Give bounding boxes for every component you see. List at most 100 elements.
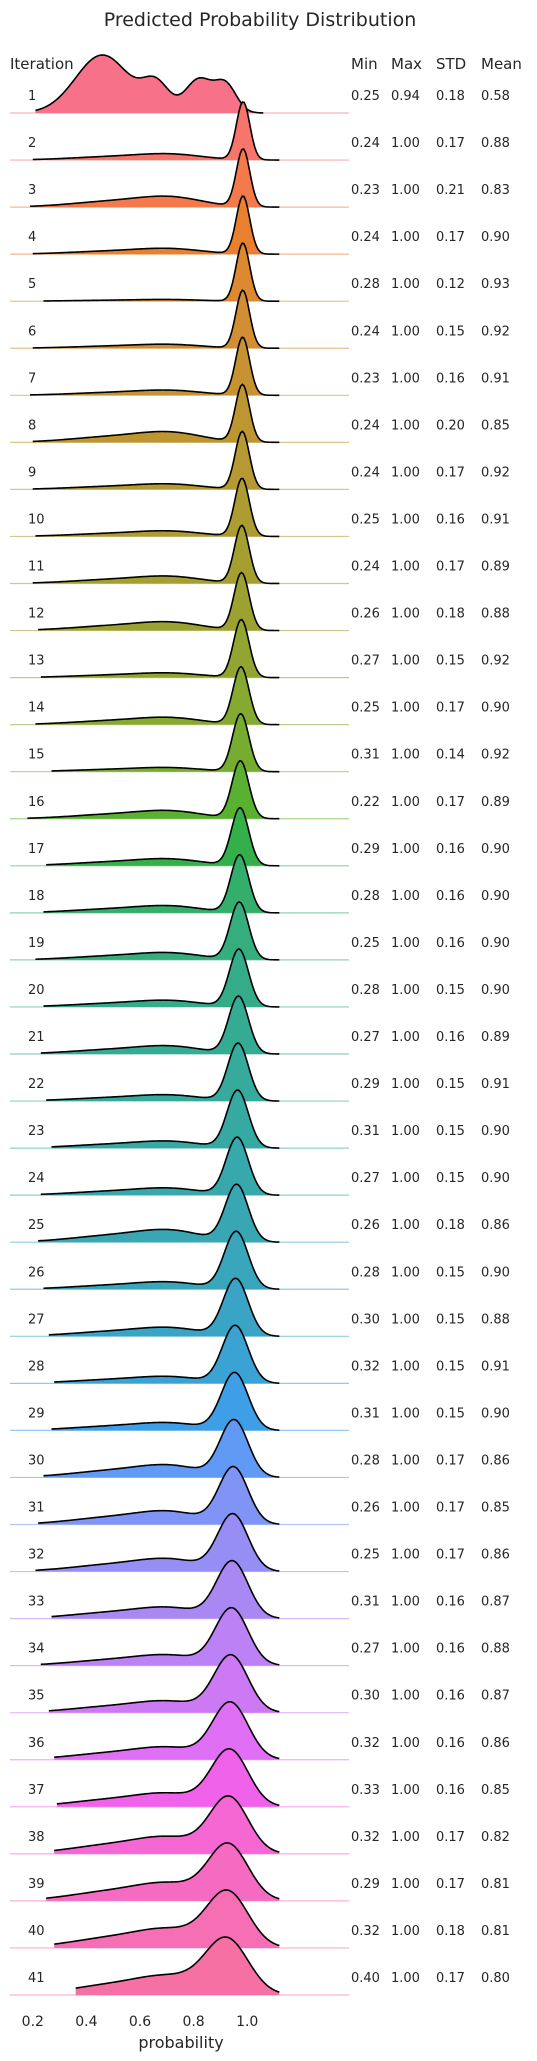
x-tick-label: 0.8 xyxy=(182,2014,204,2030)
ridge-density-area xyxy=(43,1419,280,1478)
stat-max: 1.00 xyxy=(391,1830,420,1845)
stat-min: 0.40 xyxy=(351,1971,380,1986)
ridge-row-31: 31 0.26 1.00 0.17 0.85 xyxy=(10,1465,510,1526)
stat-std: 0.17 xyxy=(436,230,465,245)
iteration-label: 35 xyxy=(28,1689,45,1704)
ridge-density-line xyxy=(35,477,280,538)
ridge-row-24: 24 0.27 1.00 0.15 0.90 xyxy=(10,1136,510,1196)
stat-mean: 0.89 xyxy=(481,1030,510,1045)
stat-mean: 0.90 xyxy=(481,1406,510,1421)
stat-std: 0.17 xyxy=(436,1501,465,1516)
ridge-density-area xyxy=(56,1748,280,1807)
stat-std: 0.15 xyxy=(436,1359,465,1374)
stat-mean: 0.85 xyxy=(481,1501,510,1516)
stat-std: 0.18 xyxy=(436,1924,465,1939)
ridge-row-40: 40 0.32 1.00 0.18 0.81 xyxy=(10,1889,510,1949)
ridge-density-line xyxy=(35,54,264,114)
ridge-row-30: 30 0.28 1.00 0.17 0.86 xyxy=(10,1418,510,1479)
ridge-density-line xyxy=(32,101,280,161)
stat-mean: 0.88 xyxy=(481,136,510,151)
ridge-density-line xyxy=(32,383,280,444)
stat-max: 1.00 xyxy=(391,1924,420,1939)
iteration-label: 5 xyxy=(28,277,36,292)
stat-min: 0.32 xyxy=(351,1359,380,1374)
ridge-density-area xyxy=(30,149,280,208)
stat-min: 0.24 xyxy=(351,465,380,480)
ridge-row-27: 27 0.30 1.00 0.15 0.88 xyxy=(10,1277,510,1337)
ridge-row-23: 23 0.31 1.00 0.15 0.90 xyxy=(10,1089,510,1149)
stat-std: 0.17 xyxy=(436,560,465,575)
ridge-row-33: 33 0.31 1.00 0.16 0.87 xyxy=(10,1559,510,1620)
ridge-density-line xyxy=(32,430,280,491)
stat-mean: 0.86 xyxy=(481,1548,510,1563)
stat-mean: 0.90 xyxy=(481,701,510,716)
stat-min: 0.26 xyxy=(351,607,380,622)
stat-std: 0.16 xyxy=(436,1736,465,1751)
ridge-density-area xyxy=(40,996,280,1054)
ridge-row-1: 1 0.25 0.94 0.18 0.58 xyxy=(10,54,510,114)
ridge-density-area xyxy=(48,1278,280,1337)
stat-max: 1.00 xyxy=(391,1736,420,1751)
iteration-label: 13 xyxy=(28,654,45,669)
stat-min: 0.23 xyxy=(351,371,380,386)
stat-min: 0.29 xyxy=(351,842,380,857)
stat-std: 0.15 xyxy=(436,1265,465,1280)
stat-min: 0.26 xyxy=(351,1218,380,1233)
ridge-density-line xyxy=(46,806,280,867)
stat-max: 1.00 xyxy=(391,465,420,480)
ridge-density-area xyxy=(35,55,264,113)
ridge-row-13: 13 0.27 1.00 0.15 0.92 xyxy=(10,618,510,679)
stat-min: 0.28 xyxy=(351,1453,380,1468)
ridge-density-area xyxy=(35,478,280,537)
stat-mean: 0.90 xyxy=(481,842,510,857)
ridge-density-line xyxy=(27,759,280,820)
stat-std: 0.21 xyxy=(436,183,465,198)
stat-max: 1.00 xyxy=(391,842,420,857)
ridge-row-22: 22 0.29 1.00 0.15 0.91 xyxy=(10,1042,510,1102)
ridge-density-area xyxy=(32,525,280,584)
stat-std: 0.17 xyxy=(436,795,465,810)
iteration-label: 33 xyxy=(28,1595,45,1610)
iteration-label: 18 xyxy=(28,889,45,904)
stat-mean: 0.93 xyxy=(481,277,510,292)
stat-max: 1.00 xyxy=(391,1642,420,1657)
ridge-row-39: 39 0.29 1.00 0.17 0.81 xyxy=(10,1842,510,1902)
stat-min: 0.24 xyxy=(351,230,380,245)
stat-max: 1.00 xyxy=(391,1877,420,1892)
ridge-row-16: 16 0.22 1.00 0.17 0.89 xyxy=(10,759,510,820)
ridge-row-19: 19 0.25 1.00 0.16 0.90 xyxy=(10,900,510,961)
ridge-density-line xyxy=(35,900,280,961)
stat-std: 0.16 xyxy=(436,371,465,386)
stat-std: 0.17 xyxy=(436,1453,465,1468)
ridge-row-11: 11 0.24 1.00 0.17 0.89 xyxy=(10,524,510,585)
stat-max: 1.00 xyxy=(391,418,420,433)
stat-max: 1.00 xyxy=(391,230,420,245)
stat-mean: 0.86 xyxy=(481,1453,510,1468)
ridge-density-area xyxy=(51,1090,280,1149)
ridge-row-5: 5 0.28 1.00 0.12 0.93 xyxy=(10,242,510,302)
stat-min: 0.23 xyxy=(351,183,380,198)
ridge-row-25: 25 0.26 1.00 0.18 0.86 xyxy=(10,1183,510,1243)
ridge-density-line xyxy=(43,1418,280,1478)
ridge-density-line xyxy=(35,1512,280,1572)
stat-min: 0.32 xyxy=(351,1830,380,1845)
ridge-density-area xyxy=(43,854,280,913)
iteration-label: 40 xyxy=(28,1924,45,1939)
stat-max: 1.00 xyxy=(391,277,420,292)
stat-max: 1.00 xyxy=(391,136,420,151)
ridge-density-area xyxy=(32,384,280,443)
stat-min: 0.29 xyxy=(351,1077,380,1092)
stat-mean: 0.81 xyxy=(481,1877,510,1892)
stat-max: 0.94 xyxy=(391,89,420,104)
stat-std: 0.20 xyxy=(436,418,465,433)
stat-std: 0.17 xyxy=(436,1830,465,1845)
ridge-density-line xyxy=(40,618,280,679)
stat-std: 0.15 xyxy=(436,983,465,998)
stat-std: 0.16 xyxy=(436,512,465,527)
stat-min: 0.24 xyxy=(351,324,380,339)
stat-max: 1.00 xyxy=(391,607,420,622)
stat-mean: 0.91 xyxy=(481,1359,510,1374)
stat-mean: 0.91 xyxy=(481,1077,510,1092)
stat-max: 1.00 xyxy=(391,1783,420,1798)
